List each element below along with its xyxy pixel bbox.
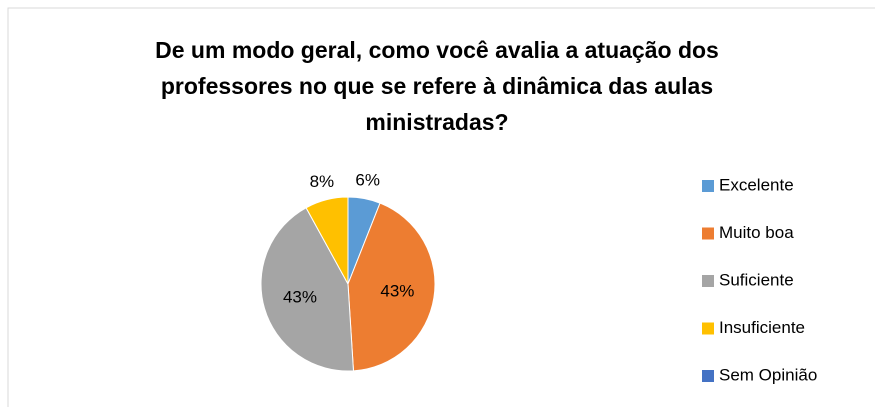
legend-label: Excelente: [719, 175, 794, 194]
data-label: 43%: [283, 287, 317, 306]
pie-slice: [347, 202, 436, 372]
legend-swatch: [702, 275, 714, 287]
data-label: 8%: [310, 172, 335, 191]
pie-slice: [260, 207, 354, 372]
legend-label: Muito boa: [719, 223, 794, 242]
legend-swatch: [702, 322, 714, 335]
data-label: 43%: [380, 281, 414, 300]
data-label: 6%: [355, 170, 380, 189]
legend-swatch: [702, 370, 714, 382]
legend-label: Insuficiente: [719, 318, 805, 337]
legend-swatch: [702, 227, 714, 240]
legend-swatch: [702, 180, 714, 192]
legend-label: Sem Opinião: [719, 365, 817, 384]
chart-title: De um modo geral, como você avalia a atu…: [155, 37, 719, 135]
chart-border: [7, 7, 875, 407]
legend-label: Suficiente: [719, 270, 794, 289]
